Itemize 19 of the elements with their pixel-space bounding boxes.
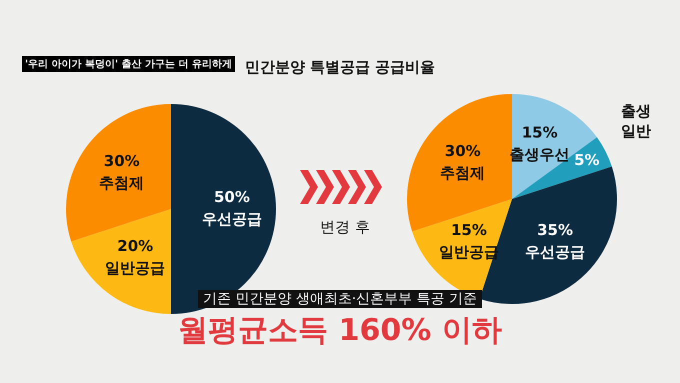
slice-label: 일반공급 <box>105 259 166 278</box>
data-label: 30% <box>444 142 481 160</box>
slice-label: 우선공급 <box>202 210 262 228</box>
data-label: 15% <box>450 220 487 239</box>
data-label: 50% <box>214 188 250 206</box>
data-label: 20% <box>117 237 154 256</box>
data-label: 35% <box>537 220 574 239</box>
chart-subtitle: '우리 아이가 복덩이' 출산 가구는 더 유리하게 <box>22 56 236 72</box>
slice-label: 출생 일반 <box>620 102 651 140</box>
slice-label: 우선공급 <box>525 242 586 261</box>
text: 기존 민간분양 생애최초·신혼부부 특공 기준 <box>198 290 482 308</box>
text: 월평균소득 160% 이하 <box>177 312 503 350</box>
slice-label: 추첨제 <box>99 174 144 192</box>
data-label: 30% <box>104 152 140 170</box>
data-label: 5% <box>574 150 600 169</box>
slice-label: 추첨제 <box>440 164 486 182</box>
data-label: 15% <box>522 124 558 142</box>
text: 변경 후 <box>319 218 371 237</box>
text: 민간분양 특별공급 공급비율 <box>244 58 436 76</box>
